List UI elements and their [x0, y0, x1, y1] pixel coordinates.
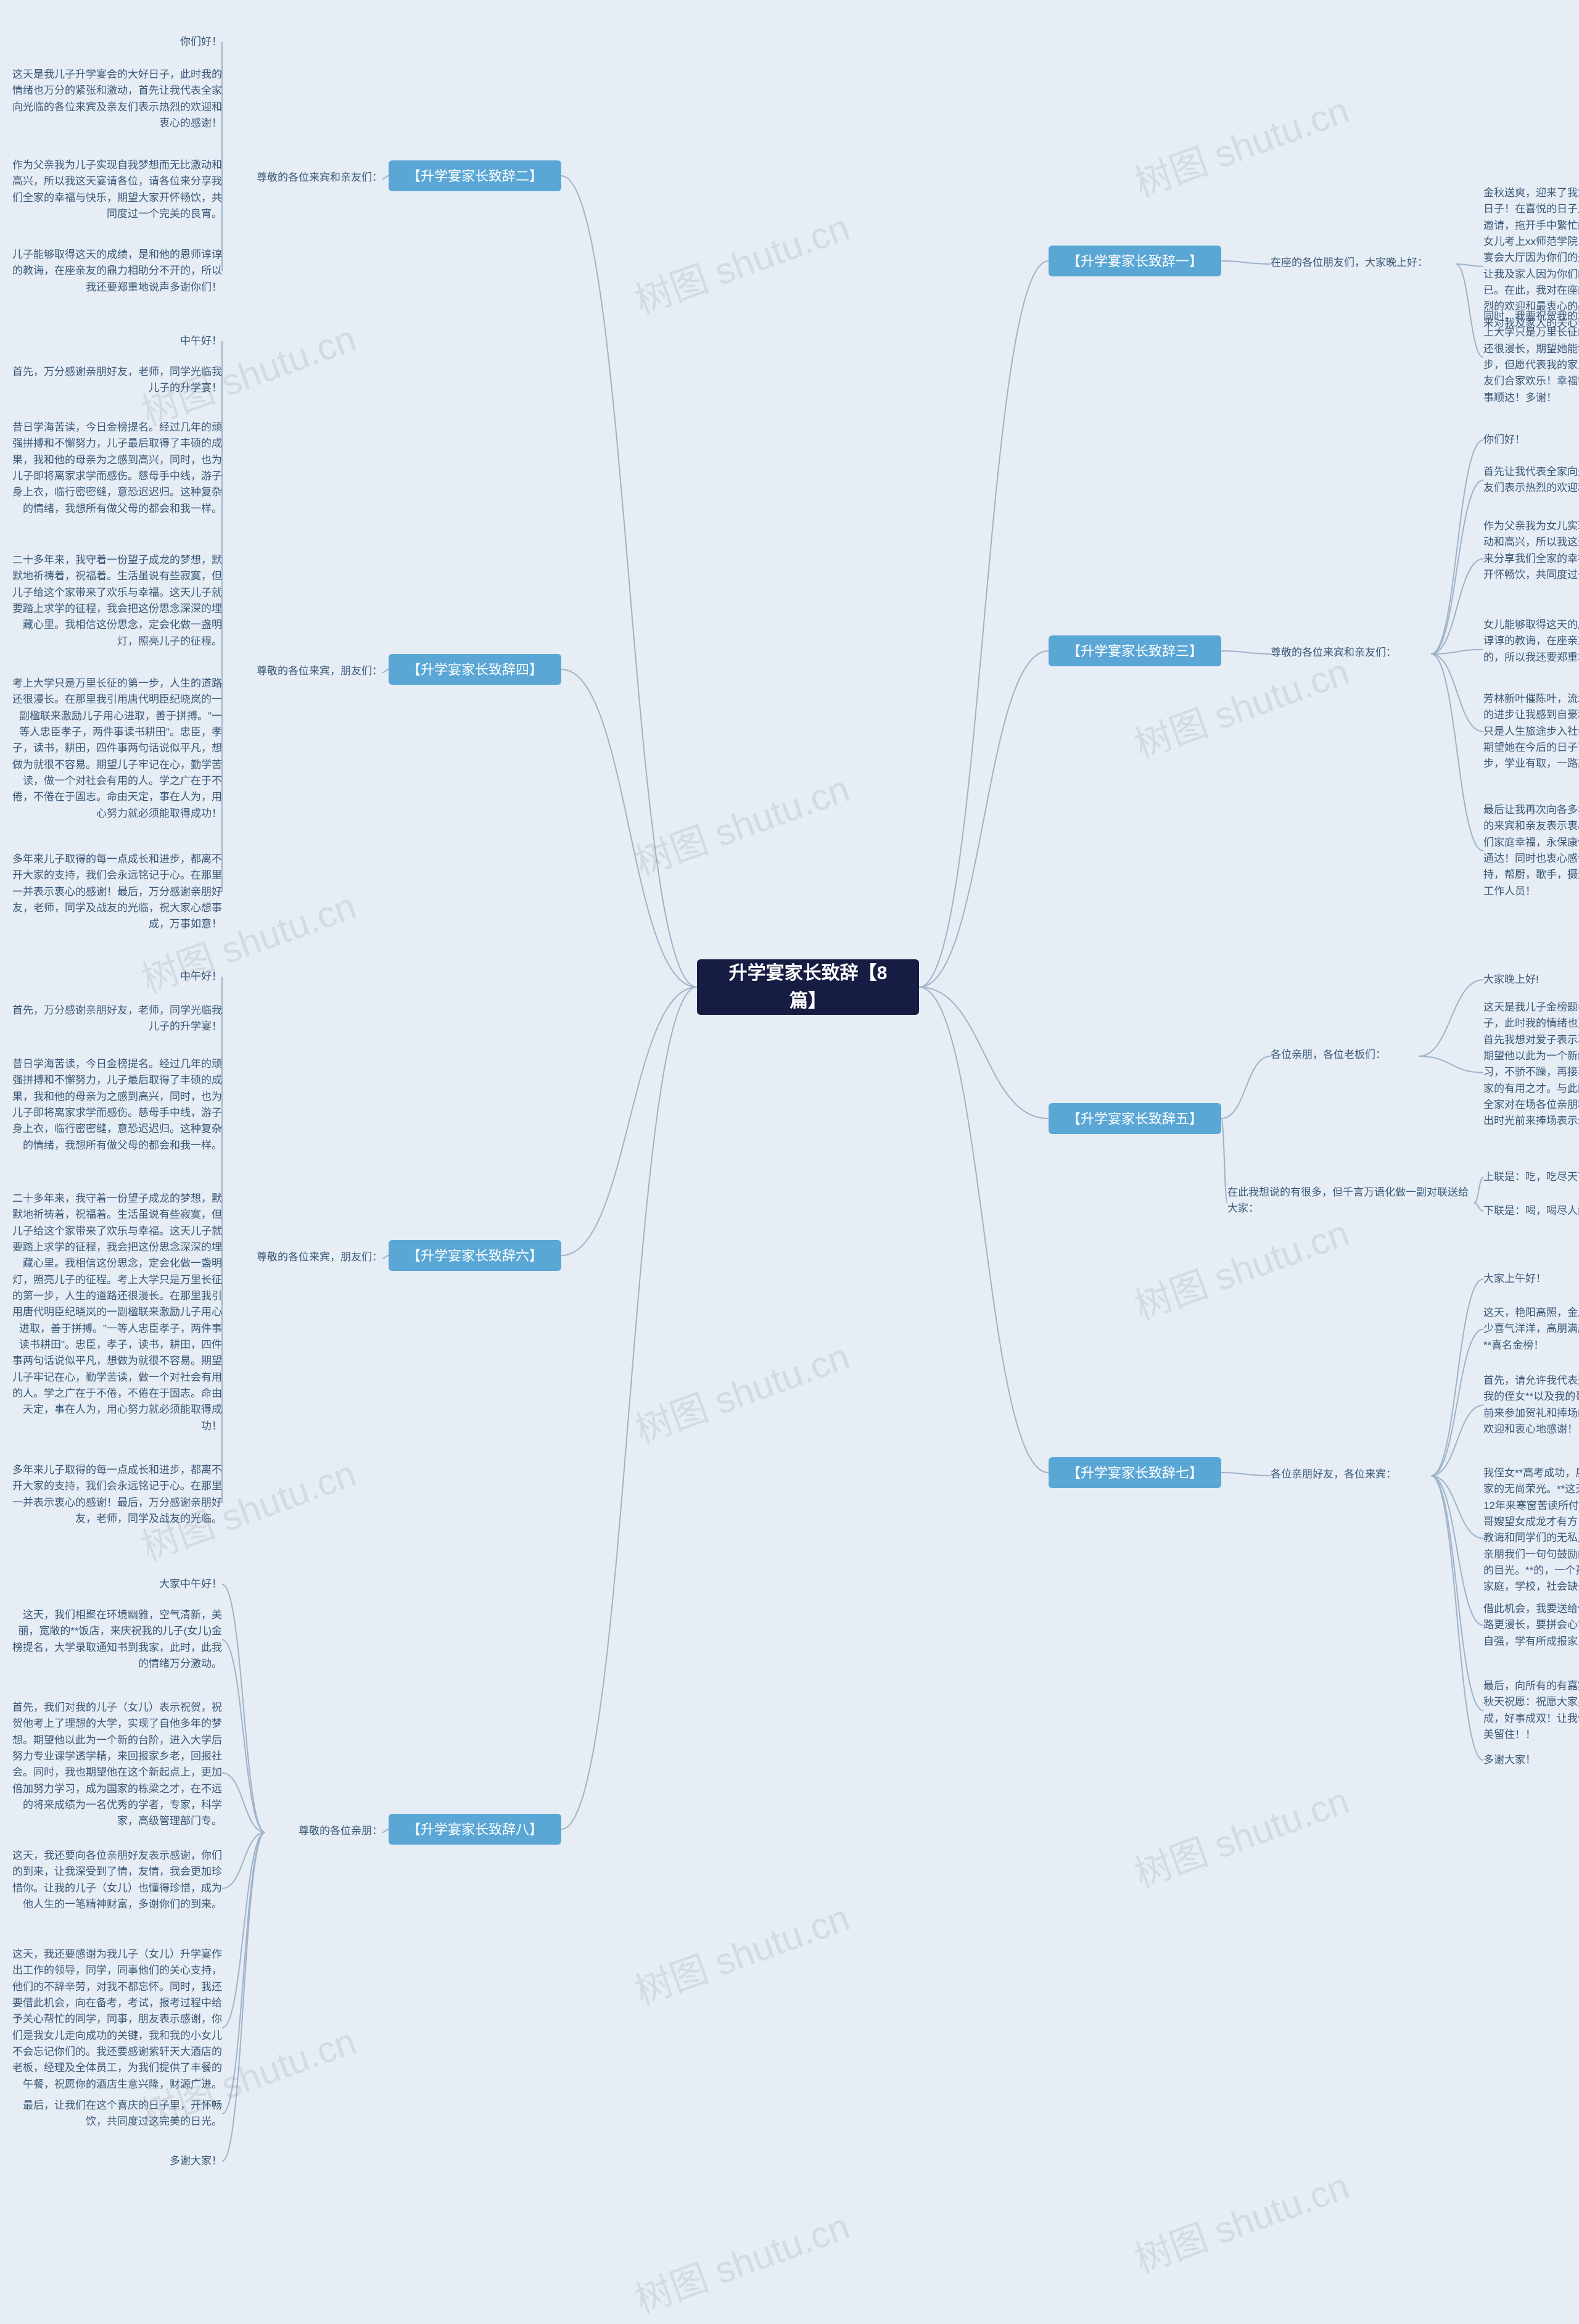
leaf-text: 多年来儿子取得的每一点成长和进步，都离不开大家的支持，我们会永远铭记于心。在那里…	[12, 1462, 222, 1527]
leaf-text: 首先，万分感谢亲朋好友，老师，同学光临我儿子的升学宴！	[12, 364, 222, 397]
leaf-text: 作为父亲我为儿子实现自我梦想而无比激动和高兴，所以我这天宴请各位，请各位来分享我…	[12, 157, 222, 222]
leaf-text: 同时，我要祝贺我的女儿，我想对她说考上大学只是万里长征的第一步，人生的路还很漫长…	[1483, 308, 1579, 406]
branch-node-b2: 【升学宴家长致辞二】	[389, 160, 561, 191]
leaf-text: 大家中午好！	[12, 1576, 222, 1592]
leaf-text: 最后，让我们在这个喜庆的日子里，开怀畅饮，共同度过这完美的日光。	[12, 2098, 222, 2130]
leaf-text: 你们好！	[12, 34, 222, 50]
leaf-text: 昔日学海苦读，今日金榜提名。经过几年的顽强拼搏和不懈努力，儿子最后取得了丰硕的成…	[12, 420, 222, 517]
leaf-text: 下联是：喝，喝尽人间美酒不要喝醉	[1483, 1203, 1579, 1219]
watermark: 树图 shutu.cn	[627, 197, 855, 325]
intermediate-label: 尊敬的各位来宾，朋友们：	[222, 1249, 382, 1265]
leaf-text: 二十多年来，我守着一份望子成龙的梦想，默默地祈祷着，祝福着。生活虽说有些寂寞，但…	[12, 552, 222, 650]
leaf-text: 大家上午好！	[1483, 1271, 1579, 1287]
watermark: 树图 shutu.cn	[1126, 1771, 1355, 1898]
intermediate-label: 尊敬的各位来宾和亲友们：	[1271, 645, 1431, 661]
watermark: 树图 shutu.cn	[1126, 1203, 1355, 1330]
leaf-text: 首先，请允许我代表这天的小主人公——我的侄女**以及我的哥嫂，对在百忙之中前来参…	[1483, 1373, 1579, 1437]
center-node: 升学宴家长致辞【8篇】	[697, 959, 919, 1015]
branch-node-b1: 【升学宴家长致辞一】	[1049, 246, 1221, 276]
watermark: 树图 shutu.cn	[1126, 80, 1355, 207]
branch-node-b6: 【升学宴家长致辞六】	[389, 1240, 561, 1271]
leaf-text: 中午好！	[12, 969, 222, 985]
leaf-text: 最后，向所有的有嘉宾，献上最最真挚的秋天祝愿：祝愿大家身体健康，事业有成，好事成…	[1483, 1678, 1579, 1743]
intermediate-label: 在座的各位朋友们，大家晚上好：	[1271, 255, 1456, 271]
leaf-text: 借此机会，我要送给侄女儿句话：未来学路更漫长，要拼会心常思考，德才兼备身自强，学…	[1483, 1601, 1579, 1650]
leaf-text: 考上大学只是万里长征的第一步，人生的道路还很漫长。在那里我引用唐代明臣纪晓岚的一…	[12, 676, 222, 822]
leaf-text: 这天是我儿子金榜题名状元宴的大好日子，此时我的情绪也万分的紧张和激动，首先我想对…	[1483, 999, 1579, 1130]
watermark: 树图 shutu.cn	[1126, 2156, 1355, 2283]
leaf-text: 这天，艳阳高照，金风送爽，我们刘家老少喜气洋洋，高朋满座，宾客盈堂，共贺**喜名…	[1483, 1305, 1579, 1354]
leaf-text: 女儿能够取得这天的成绩，是和她的恩师谆谆的教诲，在座亲友的鼎力相助分不开的，所以…	[1483, 617, 1579, 666]
leaf-text: 大家晚上好!	[1483, 972, 1579, 988]
leaf-text: 这天是我儿子升学宴会的大好日子，此时我的情绪也万分的紧张和激动，首先让我代表全家…	[12, 67, 222, 131]
intermediate-label: 尊敬的各位来宾，朋友们：	[222, 663, 382, 679]
intermediate-label: 各位亲朋，各位老板们：	[1271, 1047, 1419, 1063]
intermediate-label: 尊敬的各位亲朋：	[265, 1823, 382, 1839]
branch-node-b4: 【升学宴家长致辞四】	[389, 654, 561, 685]
leaf-text: 二十多年来，我守着一份望子成龙的梦想，默默地祈祷着，祝福着。生活虽说有些寂寞，但…	[12, 1191, 222, 1434]
leaf-text: 最后让我再次向各多年来对我关心和帮忙的来宾和亲友表示衷心的感谢，并祝福你们家庭幸…	[1483, 802, 1579, 899]
leaf-text: 上联是：吃，吃尽天下美味不要浪费	[1483, 1169, 1579, 1185]
intermediate-label: 各位亲朋好友，各位来宾：	[1271, 1466, 1431, 1482]
leaf-text: 首先让我代表全家向光临的各位来宾及亲友们表示热烈的欢迎和衷心的感谢！	[1483, 464, 1579, 497]
leaf-text: 首先，我们对我的儿子（女儿）表示祝贺，祝贺他考上了理想的大学，实现了自他多年的梦…	[12, 1700, 222, 1830]
watermark: 树图 shutu.cn	[627, 759, 855, 886]
leaf-text: 作为父亲我为女儿实现自我梦想而无比激动和高兴，所以我这天宴请各位，请各位来分享我…	[1483, 518, 1579, 583]
leaf-text: 这天，我还要感谢为我儿子（女儿）升学宴作出工作的领导，同学，同事他们的关心支持，…	[12, 1946, 222, 2093]
leaf-text: 这天，我们相聚在环境幽雅，空气清新，美丽，宽敞的**饭店，来庆祝我的儿子(女儿)…	[12, 1607, 222, 1672]
leaf-text: 中午好！	[12, 333, 222, 349]
branch-node-b7: 【升学宴家长致辞七】	[1049, 1457, 1221, 1488]
leaf-text: 这天，我还要向各位亲朋好友表示感谢，你们的到来，让我深受到了情，友情，我会更加珍…	[12, 1848, 222, 1913]
leaf-text: 首先，万分感谢亲朋好友，老师，同学光临我儿子的升学宴！	[12, 1003, 222, 1035]
leaf-text: 多年来儿子取得的每一点成长和进步，都离不开大家的支持，我们会永远铭记于心。在那里…	[12, 851, 222, 933]
watermark: 树图 shutu.cn	[627, 2196, 855, 2323]
branch-node-b8: 【升学宴家长致辞八】	[389, 1814, 561, 1845]
leaf-text: 多谢大家！	[1483, 1752, 1579, 1768]
watermark: 树图 shutu.cn	[627, 1326, 855, 1454]
leaf-text: 你们好！	[1483, 432, 1579, 448]
watermark: 树图 shutu.cn	[627, 1888, 855, 2015]
branch-node-b5: 【升学宴家长致辞五】	[1049, 1103, 1221, 1134]
intermediate-label: 在此我想说的有很多，但千言万语化做一副对联送给大家：	[1227, 1185, 1474, 1217]
leaf-text: 我侄女**高考成功，夙愿已偿，是我们刘家的无尚荣光。**这天的成就，离不开她12…	[1483, 1465, 1579, 1595]
branch-node-b3: 【升学宴家长致辞三】	[1049, 635, 1221, 666]
leaf-text: 多谢大家！	[12, 2153, 222, 2169]
leaf-text: 芳林新叶催陈叶，流水前波让后波。女儿的进步让我感到自豪和骄傲，金榜题名也只是人生…	[1483, 691, 1579, 772]
leaf-text: 儿子能够取得这天的成绩，是和他的恩师谆谆的教诲，在座亲友的鼎力相助分不开的，所以…	[12, 247, 222, 296]
leaf-text: 昔日学海苦读，今日金榜提名。经过几年的顽强拼搏和不懈努力，儿子最后取得了丰硕的成…	[12, 1056, 222, 1154]
intermediate-label: 尊敬的各位来宾和亲友们：	[222, 170, 382, 186]
